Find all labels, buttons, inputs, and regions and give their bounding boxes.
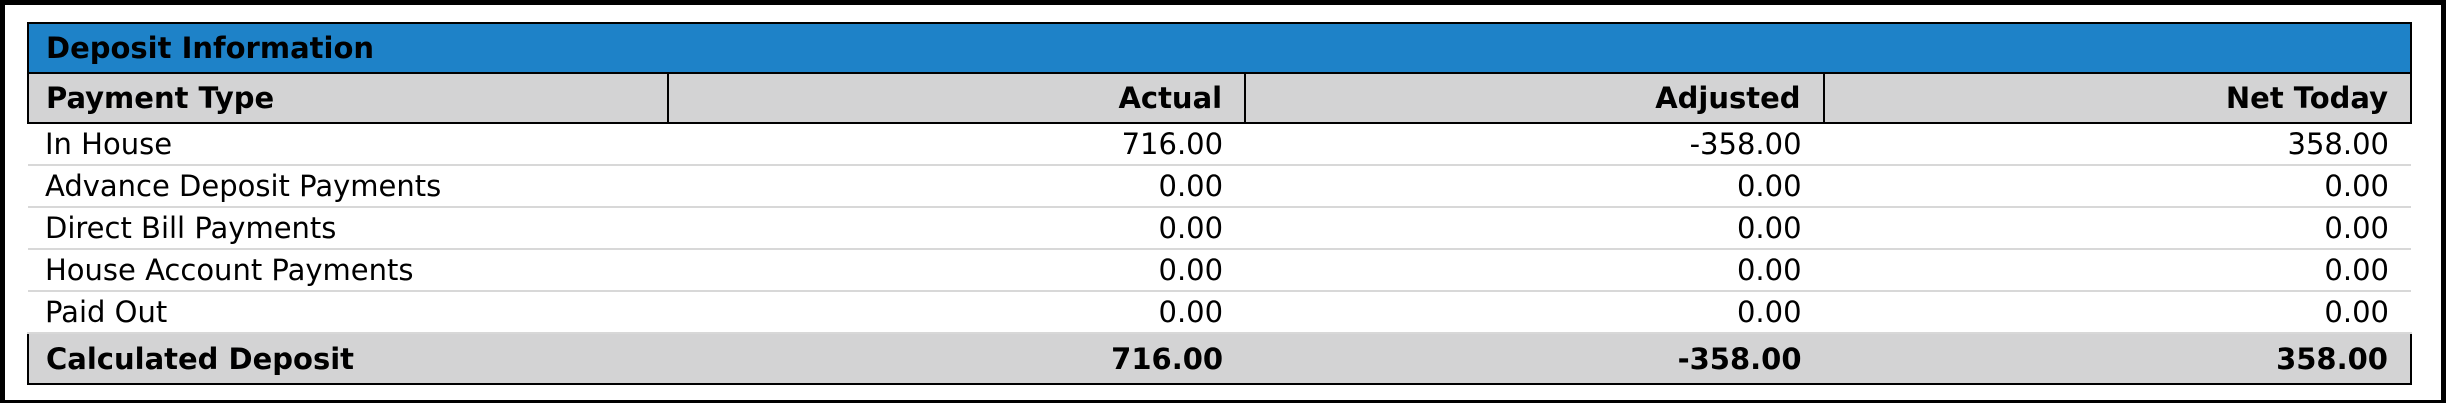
amount-cell: 0.00 <box>1823 249 2411 292</box>
amount-cell: 358.00 <box>1823 123 2411 166</box>
title-row: Deposit Information <box>27 22 2412 74</box>
total-amount: 358.00 <box>1823 332 2413 385</box>
amount-cell: 0.00 <box>667 207 1246 250</box>
column-header: Adjusted <box>1244 72 1825 124</box>
payment-type-cell: Paid Out <box>28 291 668 334</box>
table-title: Deposit Information <box>27 22 2412 74</box>
payment-type-cell: Advance Deposit Payments <box>28 165 668 208</box>
total-amount: 716.00 <box>667 332 1246 385</box>
column-header: Actual <box>666 72 1247 124</box>
payment-type-cell: In House <box>28 123 668 166</box>
amount-cell: 0.00 <box>1823 207 2411 250</box>
header-row: Payment Type Actual Adjusted Net Today <box>27 72 2413 124</box>
amount-cell: 0.00 <box>1823 165 2411 208</box>
data-row: In House 716.00 -358.00 358.00 <box>28 123 2411 166</box>
data-row: House Account Payments 0.00 0.00 0.00 <box>28 249 2411 292</box>
amount-cell: -358.00 <box>1245 123 1824 166</box>
data-row: Direct Bill Payments 0.00 0.00 0.00 <box>28 207 2411 250</box>
total-label: Calculated Deposit <box>27 332 668 385</box>
deposit-table: Deposit Information Payment Type Actual Ad… <box>27 22 2413 385</box>
amount-cell: 0.00 <box>1823 291 2411 334</box>
table-body: Deposit Information Payment Type Actual Ad… <box>27 22 2413 385</box>
amount-cell: 0.00 <box>667 249 1246 292</box>
total-row: Calculated Deposit 716.00 -358.00 358.00 <box>27 332 2413 385</box>
amount-cell: 0.00 <box>1245 249 1824 292</box>
total-amount: -358.00 <box>1245 332 1824 385</box>
amount-cell: 0.00 <box>667 291 1246 334</box>
amount-cell: 0.00 <box>1245 291 1824 334</box>
amount-cell: 716.00 <box>667 123 1246 166</box>
amount-cell: 0.00 <box>667 165 1246 208</box>
payment-type-cell: House Account Payments <box>28 249 668 292</box>
payment-type-cell: Direct Bill Payments <box>28 207 668 250</box>
data-row: Paid Out 0.00 0.00 0.00 <box>28 291 2411 334</box>
amount-cell: 0.00 <box>1245 207 1824 250</box>
data-row: Advance Deposit Payments 0.00 0.00 0.00 <box>28 165 2411 208</box>
column-header: Net Today <box>1822 72 2413 124</box>
amount-cell: 0.00 <box>1245 165 1824 208</box>
column-header: Payment Type <box>27 72 669 124</box>
